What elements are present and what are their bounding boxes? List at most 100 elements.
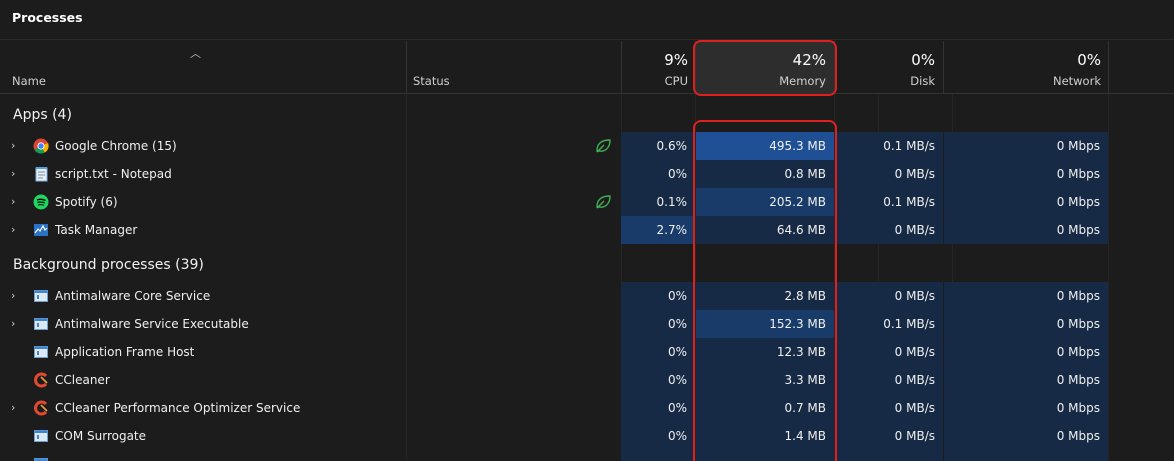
network-cell: 0 Mbps	[944, 132, 1108, 160]
cpu-total-percent: 9%	[664, 51, 688, 69]
process-row-ccleaner[interactable]: CCleaner 0% 3.3 MB 0 MB/s 0 Mbps	[0, 366, 1174, 394]
expand-chevron-icon[interactable]: ›	[11, 195, 16, 208]
column-network-label: Network	[1052, 74, 1101, 88]
network-cell: 0 Mbps	[944, 216, 1108, 244]
process-name: script.txt - Notepad	[55, 167, 172, 181]
expand-chevron-icon[interactable]: ›	[11, 401, 16, 414]
cpu-cell: 0%	[621, 338, 695, 366]
ccleaner-icon	[34, 400, 48, 416]
process-row-chrome[interactable]: › Google Chrome (15) 0.6% 495.3 MB 0.1 M…	[0, 132, 1174, 160]
column-name-label: Name	[12, 74, 46, 88]
memory-cell: 64.6 MB	[696, 216, 834, 244]
network-cell: 0 Mbps	[944, 366, 1108, 394]
process-row-partial[interactable]	[0, 450, 1174, 461]
page-title: Processes	[12, 10, 83, 25]
column-status-label: Status	[413, 74, 450, 88]
disk-cell: 0 MB/s	[835, 282, 943, 310]
disk-cell: 0 MB/s	[835, 422, 943, 450]
expand-chevron-icon[interactable]: ›	[11, 139, 16, 152]
network-cell: 0 Mbps	[944, 422, 1108, 450]
process-name: CCleaner	[55, 373, 110, 387]
ccleaner-icon	[34, 372, 48, 388]
network-total-percent: 0%	[1077, 51, 1101, 69]
process-row-ccleaner-optimizer[interactable]: › CCleaner Performance Optimizer Service…	[0, 394, 1174, 422]
app-window-icon	[34, 318, 48, 330]
column-header-memory[interactable]: 42% Memory	[696, 41, 834, 94]
disk-cell: 0 MB/s	[835, 216, 943, 244]
network-cell: 0 Mbps	[944, 188, 1108, 216]
network-cell: 0 Mbps	[944, 310, 1108, 338]
memory-cell: 205.2 MB	[696, 188, 834, 216]
network-cell: 0 Mbps	[944, 394, 1108, 422]
disk-cell	[835, 450, 943, 461]
process-name: Antimalware Core Service	[55, 289, 211, 303]
disk-total-percent: 0%	[911, 51, 935, 69]
process-row-com-surrogate[interactable]: COM Surrogate 0% 1.4 MB 0 MB/s 0 Mbps	[0, 422, 1174, 450]
process-row-task-manager[interactable]: › Task Manager 2.7% 64.6 MB 0 MB/s 0 Mbp…	[0, 216, 1174, 244]
expand-chevron-icon[interactable]: ›	[11, 167, 16, 180]
process-name: Application Frame Host	[55, 345, 195, 359]
disk-cell: 0.1 MB/s	[835, 132, 943, 160]
column-header-network[interactable]: 0% Network	[944, 41, 1108, 94]
process-name: Task Manager	[55, 223, 138, 237]
disk-cell: 0 MB/s	[835, 160, 943, 188]
memory-total-percent: 42%	[792, 51, 826, 69]
column-cpu-label: CPU	[664, 74, 688, 88]
process-row-application-frame-host[interactable]: Application Frame Host 0% 12.3 MB 0 MB/s…	[0, 338, 1174, 366]
memory-cell: 152.3 MB	[696, 310, 834, 338]
column-header-cpu[interactable]: 9% CPU	[622, 41, 695, 94]
sort-up-icon: ︿	[190, 47, 201, 60]
cpu-cell: 0.6%	[621, 132, 695, 160]
background-section-heading: Background processes (39)	[13, 257, 204, 273]
cpu-cell: 0%	[621, 310, 695, 338]
memory-cell: 0.8 MB	[696, 160, 834, 188]
disk-cell: 0.1 MB/s	[835, 310, 943, 338]
memory-cell: 3.3 MB	[696, 366, 834, 394]
memory-cell: 495.3 MB	[696, 132, 834, 160]
process-name: Google Chrome (15)	[55, 139, 177, 153]
app-window-icon	[34, 458, 48, 461]
column-header: ︿ Name Status 9% CPU 42% Memory 0% Disk …	[0, 41, 1174, 94]
process-name: COM Surrogate	[55, 429, 147, 443]
disk-cell: 0 MB/s	[835, 394, 943, 422]
memory-cell: 1.4 MB	[696, 422, 834, 450]
task-manager-icon	[34, 224, 48, 236]
network-cell: 0 Mbps	[944, 160, 1108, 188]
column-header-name[interactable]: ︿ Name	[0, 41, 406, 94]
memory-cell	[696, 450, 834, 461]
process-name: Antimalware Service Executable	[55, 317, 249, 331]
notepad-icon	[35, 167, 48, 182]
title-bar: Processes	[0, 0, 1174, 40]
disk-cell: 0.1 MB/s	[835, 188, 943, 216]
cpu-cell: 0.1%	[621, 188, 695, 216]
process-row-antimalware-executable[interactable]: › Antimalware Service Executable 0% 152.…	[0, 310, 1174, 338]
memory-cell: 0.7 MB	[696, 394, 834, 422]
disk-cell: 0 MB/s	[835, 338, 943, 366]
memory-cell: 12.3 MB	[696, 338, 834, 366]
process-row-antimalware-core[interactable]: › Antimalware Core Service 0% 2.8 MB 0 M…	[0, 282, 1174, 310]
expand-chevron-icon[interactable]: ›	[11, 289, 16, 302]
efficiency-leaf-icon	[596, 139, 611, 153]
expand-chevron-icon[interactable]: ›	[11, 223, 16, 236]
cpu-cell: 0%	[621, 366, 695, 394]
app-window-icon	[34, 346, 48, 358]
memory-cell: 2.8 MB	[696, 282, 834, 310]
network-cell	[944, 450, 1108, 461]
efficiency-leaf-icon	[596, 195, 611, 209]
cpu-cell: 0%	[621, 160, 695, 188]
network-cell: 0 Mbps	[944, 338, 1108, 366]
column-header-status[interactable]: Status	[407, 41, 621, 94]
process-row-notepad[interactable]: › script.txt - Notepad 0% 0.8 MB 0 MB/s …	[0, 160, 1174, 188]
app-window-icon	[34, 290, 48, 302]
apps-section-heading: Apps (4)	[13, 107, 72, 123]
app-window-icon	[34, 430, 48, 442]
column-header-disk[interactable]: 0% Disk	[835, 41, 943, 94]
cpu-cell: 0%	[621, 422, 695, 450]
process-name: CCleaner Performance Optimizer Service	[55, 401, 301, 415]
process-row-spotify[interactable]: › Spotify (6) 0.1% 205.2 MB 0.1 MB/s 0 M…	[0, 188, 1174, 216]
chrome-icon	[33, 138, 49, 154]
network-cell: 0 Mbps	[944, 282, 1108, 310]
expand-chevron-icon[interactable]: ›	[11, 317, 16, 330]
column-memory-label: Memory	[779, 74, 826, 88]
disk-cell: 0 MB/s	[835, 366, 943, 394]
